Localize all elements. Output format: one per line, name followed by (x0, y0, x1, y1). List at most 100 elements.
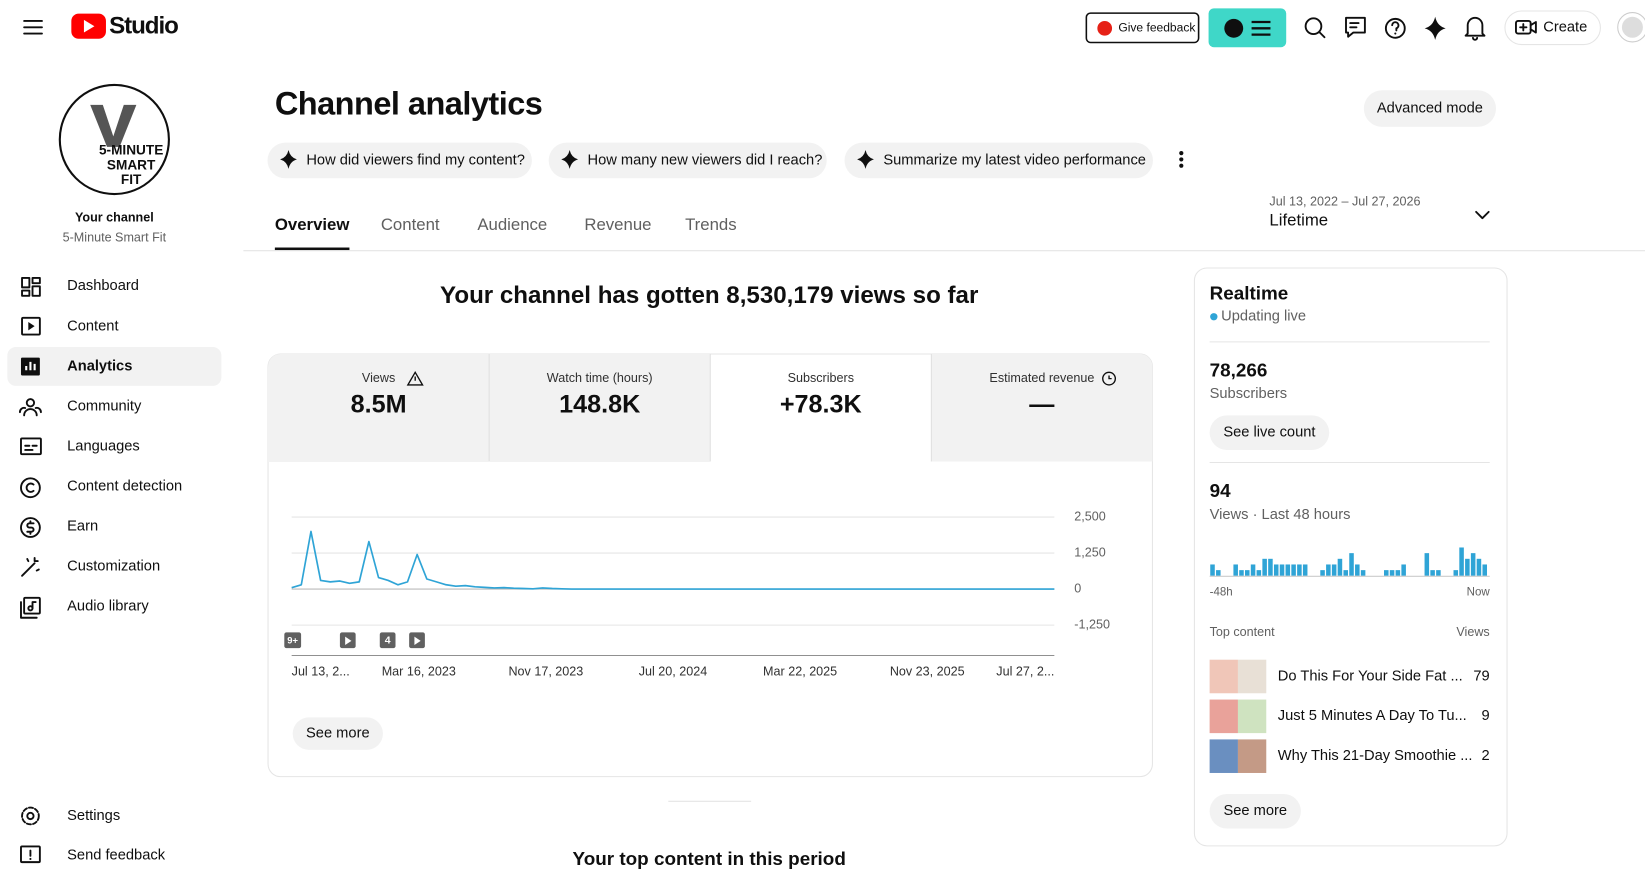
nav-icon (20, 357, 40, 376)
nav-label: Customization (67, 559, 160, 575)
annotation[interactable]: 4 (379, 632, 396, 649)
realtime-bar (1239, 570, 1244, 576)
realtime-bar (1285, 564, 1291, 576)
x-tick-label: Jul 27, 2... (996, 665, 1054, 679)
search-button[interactable] (1304, 17, 1326, 39)
annotation-label: 9+ (287, 635, 298, 646)
nav-icon (20, 477, 41, 499)
comments-button[interactable] (1345, 16, 1366, 38)
realtime-bar (1250, 564, 1256, 576)
realtime-bar (1430, 570, 1435, 576)
prompt-chip[interactable]: How many new viewers did I reach? (548, 142, 827, 179)
see-more-button[interactable]: See more (292, 717, 383, 750)
nav-item[interactable]: Community (67, 398, 142, 414)
nav-icon (18, 398, 42, 417)
nav-item[interactable]: Earn (67, 519, 98, 535)
nav-item[interactable]: Content detection (67, 479, 182, 495)
nav-label: Send feedback (67, 848, 166, 864)
chip-label: How many new viewers did I reach? (588, 152, 823, 168)
annotation[interactable]: 9+ (284, 632, 302, 649)
nav-icon (21, 557, 40, 577)
channel-avatar[interactable]: 5-MINUTE SMART FIT (58, 83, 170, 196)
channel-label: Your channel (75, 210, 154, 224)
nav-item[interactable]: Analytics (67, 358, 132, 374)
more-button[interactable] (1179, 151, 1184, 168)
metric-tab[interactable]: Watch time (hours) 148.8K (488, 353, 711, 462)
clock-icon (1102, 371, 1117, 386)
give-feedback-button[interactable]: Give feedback (1085, 12, 1200, 44)
annotation[interactable] (409, 632, 425, 649)
tab[interactable]: Content (381, 215, 440, 234)
create-label: Create (1543, 20, 1587, 36)
realtime-bars (1210, 547, 1488, 576)
see-more-label: See more (306, 726, 370, 742)
realtime-bar (1343, 570, 1348, 576)
studio-logo[interactable]: Studio (71, 13, 179, 40)
nav-item[interactable]: Languages (67, 438, 140, 454)
annotation[interactable] (339, 632, 356, 649)
notifications-button[interactable] (1464, 16, 1486, 41)
realtime-status: Updating live (1221, 309, 1306, 325)
tab[interactable]: Revenue (584, 215, 651, 234)
account-avatar[interactable] (1617, 12, 1645, 43)
chip-bg (548, 142, 827, 179)
x-tick-label: Nov 17, 2023 (508, 665, 583, 679)
realtime-see-more-button[interactable]: See more (1209, 793, 1301, 829)
realtime-bar (1470, 553, 1476, 576)
item-views: 9 (1482, 708, 1490, 724)
nav-item[interactable]: Customization (67, 559, 160, 575)
tab-label: Overview (275, 215, 351, 234)
prompt-chip[interactable]: Summarize my latest video performance (844, 142, 1153, 179)
tab[interactable]: Audience (477, 215, 547, 234)
views-value: 94 (1210, 481, 1232, 502)
metric-label: Views (362, 371, 395, 385)
tab[interactable]: Overview (274, 215, 351, 251)
thumbnail (1237, 659, 1267, 694)
advanced-mode-button[interactable]: Advanced mode (1363, 90, 1497, 127)
chip-icon (857, 149, 874, 169)
nav-item[interactable]: Settings (67, 808, 120, 824)
nav-label: Audio library (67, 599, 149, 615)
prompt-chip[interactable]: How did viewers find my content? (267, 142, 532, 179)
metric-tab[interactable]: Subscribers +78.3K (709, 353, 862, 462)
see-live-count-button[interactable]: See live count (1209, 415, 1330, 450)
ai-button[interactable] (1424, 16, 1446, 40)
metric-value: +78.3K (780, 391, 862, 419)
top-content-heading: Your top content in this period (573, 849, 846, 870)
annotation-label: 4 (385, 636, 391, 647)
top-content-item[interactable]: Just 5 Minutes A Day To Tu... 9 (1209, 699, 1490, 734)
tab[interactable]: Trends (685, 215, 737, 234)
top-content-item[interactable]: Do This For Your Side Fat ... 79 (1209, 659, 1490, 694)
tubebuddy-button[interactable] (1208, 8, 1287, 48)
nav-icon (20, 845, 41, 864)
metric-bg (489, 353, 711, 462)
date-range: Jul 13, 2022 – Jul 27, 2026 (1269, 195, 1420, 209)
nav-item[interactable]: Content (67, 318, 118, 334)
nav-item[interactable]: Dashboard (67, 278, 139, 294)
metric-bg (931, 353, 1153, 462)
nav-label: Settings (67, 808, 120, 824)
top-content-item[interactable]: Why This 21-Day Smoothie ... 2 (1209, 739, 1490, 773)
help-button[interactable] (1384, 17, 1406, 39)
metric-tab[interactable]: Views 8.5M (268, 353, 490, 462)
nav-item[interactable]: Audio library (67, 599, 149, 615)
x-tick-label: Nov 23, 2025 (890, 665, 965, 679)
x-tick-label: Mar 16, 2023 (382, 665, 456, 679)
menu-button[interactable] (23, 20, 43, 35)
nav-item[interactable]: Send feedback (67, 848, 166, 864)
create-button[interactable]: Create (1504, 10, 1601, 46)
realtime-bar (1424, 553, 1430, 576)
summary: Your channel has gotten 8,530,179 views … (440, 282, 979, 309)
chip-label: How did viewers find my content? (306, 152, 525, 168)
nav-icon (21, 276, 41, 297)
realtime-bar (1245, 570, 1250, 576)
nav-label: Community (67, 398, 142, 414)
chip-bg (844, 142, 1153, 179)
advanced-mode-label: Advanced mode (1377, 100, 1483, 116)
realtime-bar (1297, 564, 1302, 576)
y-tick-label: -1,250 (1074, 617, 1110, 631)
tab-underline (274, 247, 350, 251)
date-range-picker[interactable]: Jul 13, 2022 – Jul 27, 2026 Lifetime (1269, 195, 1490, 230)
metric-tab[interactable]: Estimated revenue — (930, 353, 1153, 462)
realtime-bar (1384, 570, 1389, 576)
